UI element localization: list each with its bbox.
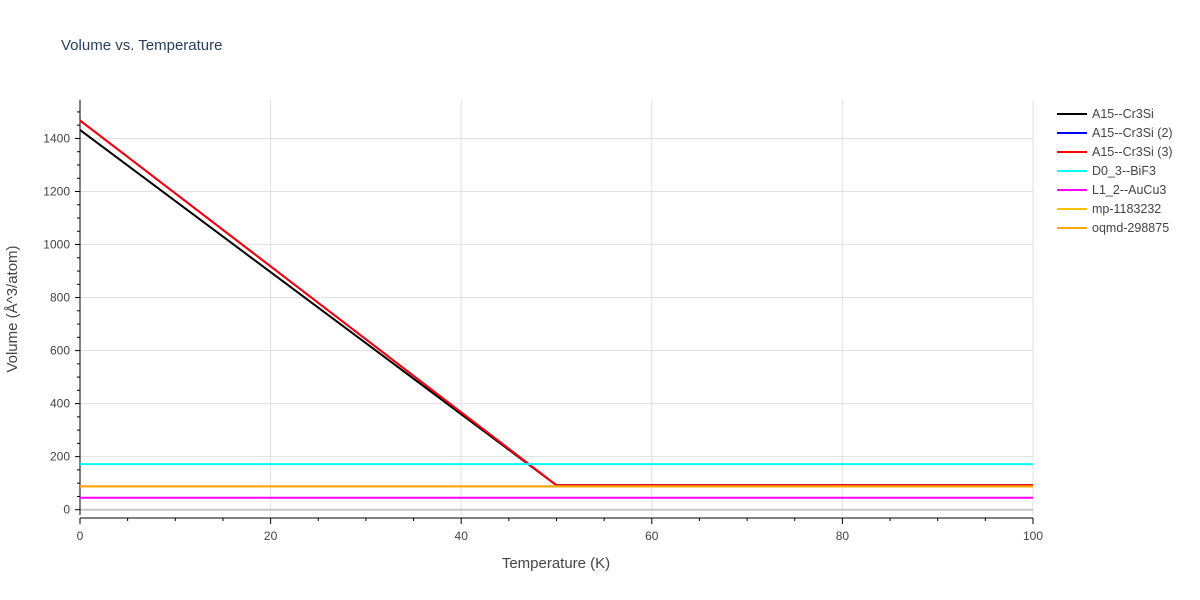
series-line-2[interactable] bbox=[79, 119, 1033, 487]
legend-label: L1_2--AuCu3 bbox=[1092, 183, 1166, 197]
chart-title: Volume vs. Temperature bbox=[61, 37, 222, 54]
grid-layer bbox=[80, 100, 1034, 515]
legend[interactable]: A15--Cr3Si A15--Cr3Si (2) A15--Cr3Si (3) D0… bbox=[1057, 107, 1173, 235]
legend-item[interactable]: oqmd-298875 bbox=[1057, 221, 1169, 235]
legend-item[interactable]: D0_3--BiF3 bbox=[1057, 164, 1156, 178]
y-tick-label: 800 bbox=[50, 291, 70, 305]
legend-item[interactable]: L1_2--AuCu3 bbox=[1057, 183, 1166, 197]
y-axis-title: Volume (Å^3/atom) bbox=[4, 245, 21, 372]
legend-label: A15--Cr3Si bbox=[1092, 107, 1154, 121]
legend-label: D0_3--BiF3 bbox=[1092, 164, 1156, 178]
legend-label: A15--Cr3Si (2) bbox=[1092, 126, 1173, 140]
y-tick-label: 1400 bbox=[43, 131, 70, 145]
legend-item[interactable]: A15--Cr3Si bbox=[1057, 107, 1154, 121]
series-layer bbox=[79, 119, 1033, 499]
x-tick-label: 40 bbox=[455, 529, 469, 543]
legend-label: oqmd-298875 bbox=[1092, 221, 1169, 235]
x-tick-label: 0 bbox=[77, 529, 84, 543]
legend-label: A15--Cr3Si (3) bbox=[1092, 145, 1173, 159]
y-tick-label: 600 bbox=[50, 344, 70, 358]
legend-item[interactable]: A15--Cr3Si (2) bbox=[1057, 126, 1173, 140]
y-tick-label: 1000 bbox=[43, 238, 70, 252]
legend-item[interactable]: A15--Cr3Si (3) bbox=[1057, 145, 1173, 159]
y-tick-label: 0 bbox=[63, 503, 70, 517]
y-tick-label: 200 bbox=[50, 450, 70, 464]
y-tick-label: 1200 bbox=[43, 184, 70, 198]
x-tick-label: 60 bbox=[645, 529, 659, 543]
legend-label: mp-1183232 bbox=[1092, 202, 1161, 216]
series-line-1[interactable] bbox=[79, 119, 1033, 487]
x-tick-label: 80 bbox=[836, 529, 850, 543]
x-tick-label: 100 bbox=[1023, 529, 1043, 543]
x-axis-title: Temperature (K) bbox=[502, 555, 610, 572]
legend-item[interactable]: mp-1183232 bbox=[1057, 202, 1161, 216]
x-tick-label: 20 bbox=[264, 529, 278, 543]
y-tick-label: 400 bbox=[50, 397, 70, 411]
series-line-0[interactable] bbox=[79, 129, 1033, 487]
